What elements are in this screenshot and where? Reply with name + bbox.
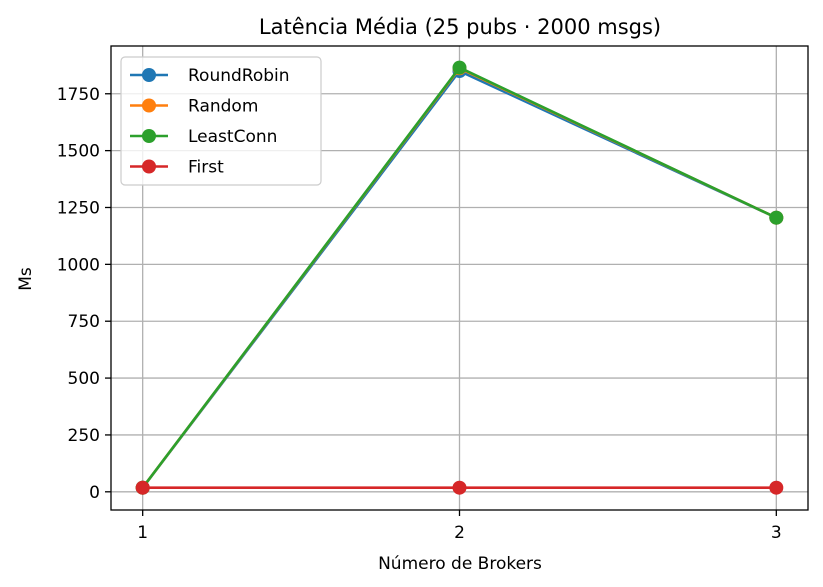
y-tick-label: 1250	[57, 198, 100, 218]
x-tick-label: 3	[771, 523, 782, 543]
y-axis-label: Ms	[16, 267, 36, 291]
data-point-first	[769, 480, 784, 495]
legend-label: Random	[188, 97, 258, 117]
legend-swatch-marker	[142, 129, 156, 143]
chart-title: Latência Média (25 pubs · 2000 msgs)	[259, 15, 661, 39]
y-tick-label: 1000	[57, 255, 100, 275]
legend-label: First	[188, 158, 224, 178]
data-point-leastconn	[769, 210, 784, 225]
y-tick-label: 1750	[57, 85, 100, 105]
legend: RoundRobin Random LeastConn First	[120, 56, 322, 186]
legend-swatch-marker	[142, 68, 156, 82]
data-point-first	[452, 480, 467, 495]
x-tick-label: 1	[137, 523, 148, 543]
legend-label: LeastConn	[188, 127, 277, 147]
y-tick-label: 750	[68, 312, 100, 332]
legend-swatch-marker	[142, 159, 156, 174]
data-point-first	[135, 480, 150, 495]
y-tick-label: 500	[68, 369, 100, 389]
legend-box	[120, 56, 322, 186]
axis-ticks: 1 2 3 0 250 500 750 1000 1250 1500 1750	[57, 85, 782, 543]
data-point-leastconn	[452, 60, 467, 75]
y-tick-label: 250	[68, 426, 100, 446]
x-axis-label: Número de Brokers	[378, 554, 542, 574]
series-group	[135, 60, 784, 495]
x-tick-label: 2	[454, 523, 465, 543]
y-tick-label: 0	[89, 483, 100, 503]
y-tick-label: 1500	[57, 142, 100, 162]
legend-swatch-marker	[142, 98, 156, 113]
legend-label: RoundRobin	[188, 66, 290, 86]
